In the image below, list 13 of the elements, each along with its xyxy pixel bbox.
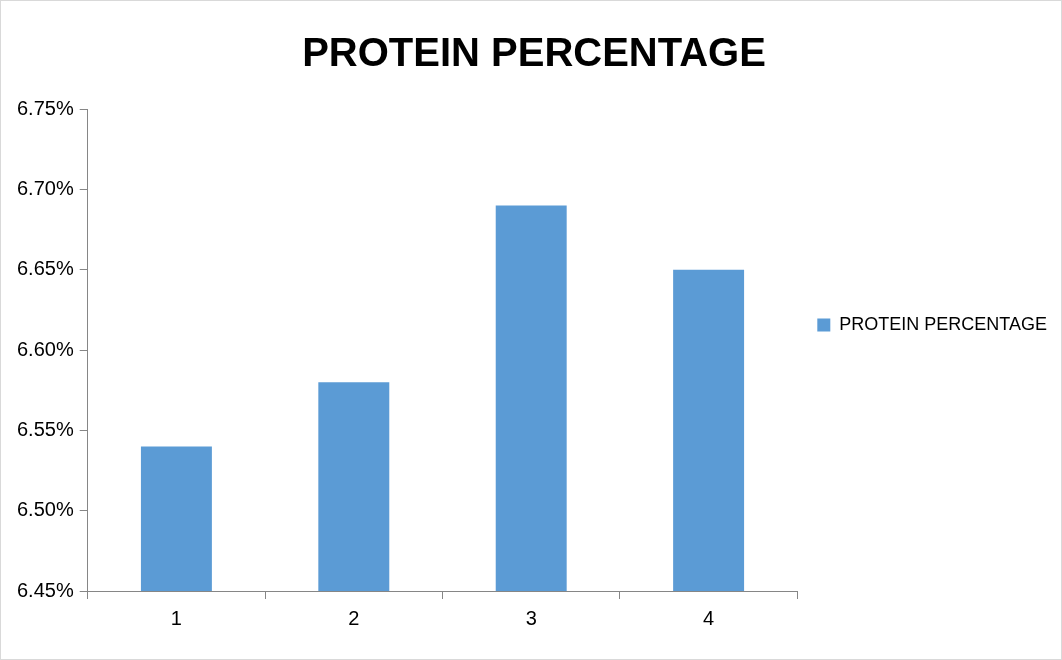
y-tick-label: 6.45% (16, 578, 74, 601)
y-tick-label: 6.65% (16, 257, 74, 280)
chart-title: PROTEIN PERCENTAGE (302, 30, 766, 75)
legend-label: PROTEIN PERCENTAGE (839, 313, 1048, 334)
x-tick-label: 2 (348, 606, 360, 629)
y-tick-label: 6.60% (16, 337, 74, 360)
y-tick-label: 6.50% (16, 498, 74, 521)
x-tick-label: 4 (703, 606, 715, 629)
x-tick-label: 1 (170, 606, 182, 629)
x-tick-label: 3 (525, 606, 537, 629)
y-tick-label: 6.70% (16, 176, 74, 199)
y-tick-label: 6.75% (16, 96, 74, 119)
y-tick-label: 6.55% (16, 417, 74, 440)
